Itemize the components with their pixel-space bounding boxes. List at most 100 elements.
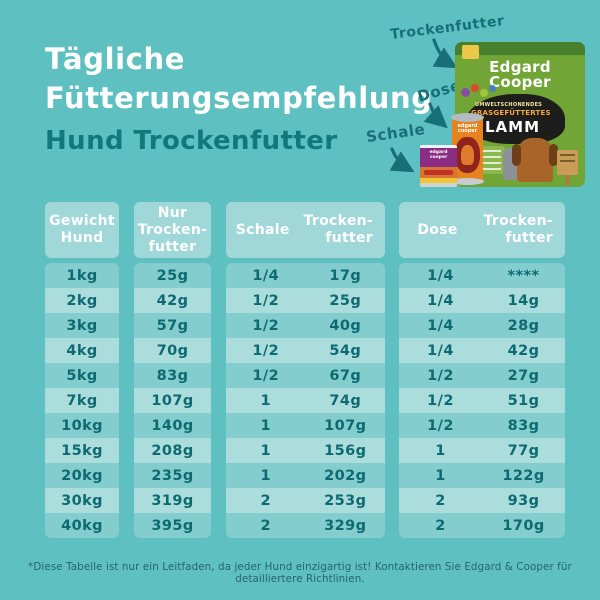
table-row: 25g	[134, 263, 211, 288]
table-row: 42g	[134, 288, 211, 313]
can-portion-cell: 1/2	[427, 392, 454, 409]
dry-only-column: 25g 42g 57g 70g 83g 107g 140g 208g 235g 319g 395g	[134, 263, 211, 538]
page-subtitle: Hund Trockenfutter	[45, 126, 338, 156]
table-row: 140g	[134, 413, 211, 438]
header-schale: Schale	[235, 221, 290, 238]
weight-cell: 40kg	[61, 517, 103, 534]
table-row: 1kg	[45, 263, 119, 288]
table-row: 4kg	[45, 338, 119, 363]
table-row: 1/4 17g	[226, 263, 385, 288]
dry-only-cell: 140g	[151, 417, 194, 434]
table-row: 2 93g	[399, 488, 565, 513]
dry-only-cell: 70g	[156, 342, 189, 359]
table-row: 1 122g	[399, 463, 565, 488]
dry-only-cell: 208g	[151, 442, 194, 459]
tray-dry-cell: 25g	[329, 292, 362, 309]
can-dry-cell: 83g	[507, 417, 540, 434]
table-row: 1/4 42g	[399, 338, 565, 363]
tray-artwork	[420, 167, 457, 178]
tray-dry-cell: 67g	[329, 367, 362, 384]
tray-portion-cell: 2	[260, 492, 271, 509]
table-row: 70g	[134, 338, 211, 363]
tray-dry-cell: 17g	[329, 267, 362, 284]
can-dry-cell: 170g	[502, 517, 545, 534]
table-row: 1/4 28g	[399, 313, 565, 338]
header-nur-trockenfutter: Nur Trocken- futter	[134, 202, 211, 258]
tray-dry-cell: 40g	[329, 317, 362, 334]
bag-brand-line1: Edgard	[489, 58, 551, 76]
can-brand-line1: edgard	[457, 123, 478, 129]
can-portion-cell: 1	[435, 467, 446, 484]
table-row: 3kg	[45, 313, 119, 338]
bag-adult-tag	[462, 45, 479, 59]
wet-food-tray: edgard cooper	[420, 145, 457, 187]
can-brand-logo: edgard cooper	[452, 124, 483, 134]
berry-icon	[480, 89, 488, 97]
can-dry-cell: 14g	[507, 292, 540, 309]
can-dry-cell: ****	[507, 267, 540, 284]
table-row: 40kg	[45, 513, 119, 538]
header-dose-trockenfutter: Trocken- futter	[483, 213, 553, 246]
page-title: Tägliche Fütterungsempfehlung	[45, 40, 433, 118]
table-row: 5kg	[45, 363, 119, 388]
can-portion-cell: 1/4	[427, 292, 454, 309]
tray-brand-line1: edgard	[429, 150, 448, 155]
bag-brand-line2: Cooper	[489, 73, 551, 91]
can-brand-line2: cooper	[457, 128, 478, 134]
table-row: 2 170g	[399, 513, 565, 538]
dog-illustration	[512, 138, 558, 182]
dry-only-cell: 42g	[156, 292, 189, 309]
can-portion-cell: 1/4	[427, 342, 454, 359]
table-row: 7kg	[45, 388, 119, 413]
table-row: 2 329g	[226, 513, 385, 538]
tray-portion-cell: 2	[260, 517, 271, 534]
tray-dry-cell: 156g	[324, 442, 367, 459]
table-row: 1/2 27g	[399, 363, 565, 388]
tray-portion-cell: 1/2	[252, 367, 280, 384]
tray-portion-cell: 1	[260, 467, 271, 484]
can-dry-cell: 42g	[507, 342, 540, 359]
dry-only-cell: 57g	[156, 317, 189, 334]
can-dry-cell: 28g	[507, 317, 540, 334]
can-portion-cell: 1	[435, 442, 446, 459]
berry-icon	[461, 88, 470, 97]
table-row: 15kg	[45, 438, 119, 463]
tray-portion-cell: 1/2	[252, 342, 280, 359]
product-illustration: Trockenfutter Dose Schale Edgard Cooper U…	[360, 12, 600, 200]
can-dry-cell: 51g	[507, 392, 540, 409]
berry-icon	[489, 85, 496, 92]
weight-cell: 7kg	[66, 392, 98, 409]
tray-brand-logo: edgard cooper	[420, 148, 457, 167]
weight-cell: 2kg	[66, 292, 98, 309]
table-row: 1/4 ****	[399, 263, 565, 288]
wet-food-can: edgard cooper	[451, 113, 484, 185]
weight-cell: 1kg	[66, 267, 98, 284]
table-row: 208g	[134, 438, 211, 463]
berry-icon	[471, 84, 479, 92]
dry-only-cell: 235g	[151, 467, 194, 484]
table-row: 1/2 40g	[226, 313, 385, 338]
tray-rim	[420, 145, 457, 148]
tray-portion-cell: 1/2	[252, 317, 280, 334]
tray-portion-cell: 1	[260, 392, 271, 409]
bag-claim-text: UMWELTSCHONENDES	[475, 102, 543, 108]
wooden-sign-illustration	[557, 150, 578, 185]
tray-portion-cell: 1/4	[252, 267, 280, 284]
tray-dry-cell: 107g	[324, 417, 367, 434]
bag-variant-text: GRASGEFÜTTERTES	[471, 109, 551, 117]
table-row: 83g	[134, 363, 211, 388]
bag-brand-logo: Edgard Cooper	[455, 60, 585, 90]
dry-only-cell: 395g	[151, 517, 194, 534]
weight-cell: 20kg	[61, 467, 103, 484]
arrow-to-bag-icon	[432, 38, 458, 69]
table-row: 319g	[134, 488, 211, 513]
table-row: 1/2 25g	[226, 288, 385, 313]
tray-portion-cell: 1	[260, 442, 271, 459]
weight-cell: 15kg	[61, 442, 103, 459]
table-row: 1 202g	[226, 463, 385, 488]
bag-top-band	[455, 42, 585, 55]
tray-yellow-strip	[420, 178, 457, 183]
tray-column: 1/4 17g 1/2 25g 1/2 40g 1/2 54g 1/2 67g 1 74g 1 107g 1…	[226, 263, 385, 538]
header-dose-group: Dose Trocken- futter	[399, 202, 565, 258]
header-schale-trockenfutter: Trocken- futter	[303, 213, 373, 246]
